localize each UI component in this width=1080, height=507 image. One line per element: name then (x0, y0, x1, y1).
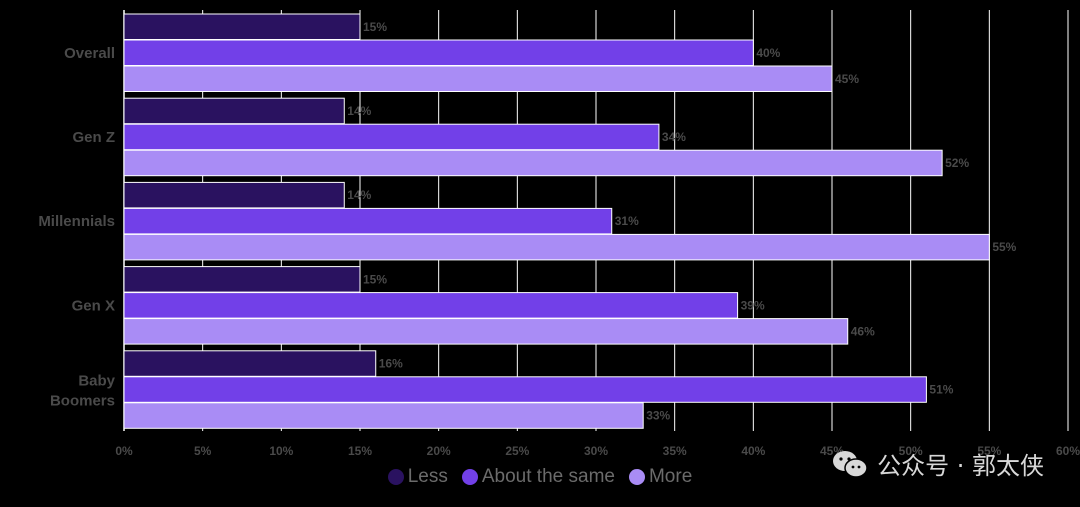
legend-item-about-the-same: About the same (461, 466, 615, 488)
data-label-overall-less: 15% (363, 20, 387, 34)
legend-swatch-less (387, 469, 404, 485)
data-label-overall-more: 45% (835, 72, 859, 86)
category-label-overall: Overall (64, 45, 115, 62)
x-tick-label-20: 20% (427, 444, 451, 458)
x-tick-label-60: 60% (1056, 444, 1080, 458)
watermark: 公众号 · 郭太侠 (831, 446, 1044, 481)
category-label-gen-z: Gen Z (72, 129, 115, 146)
bar-gen-x-less (123, 266, 361, 293)
x-tick-label-50: 50% (899, 444, 923, 458)
legend-swatch-more (628, 469, 645, 485)
data-label-gen-z-more: 52% (945, 156, 969, 170)
category-label-baby-boomers: Baby Boomers (50, 373, 116, 410)
bar-gen-z-about-the-same (123, 123, 660, 151)
bar-overall-less (123, 13, 361, 40)
data-label-millennials-less: 14% (347, 188, 371, 202)
legend-label-about-the-same: About the same (481, 466, 615, 487)
data-label-gen-x-less: 15% (363, 272, 387, 286)
data-label-baby-boomers-less: 16% (379, 357, 403, 371)
bar-gen-x-about-the-same (123, 292, 739, 319)
data-label-baby-boomers-about-the-same: 51% (929, 383, 953, 397)
legend-item-more: More (628, 466, 693, 488)
bars: 15% 40% 45% 14% 34% 52% 14% 31% 55% 15% 39% 46% 16% 5… (123, 13, 1017, 429)
x-tick-label-55: 55% (977, 444, 1001, 458)
bar-chart: 15% 40% 45% 14% 34% 52% 14% 31% 55% 15% 39% 46% 16% 5… (38, 10, 1080, 458)
bar-millennials-about-the-same (123, 207, 613, 235)
data-label-gen-z-less: 14% (347, 104, 371, 118)
wechat-icon (833, 450, 868, 478)
bar-baby-boomers-more (123, 402, 644, 429)
data-label-overall-about-the-same: 40% (756, 46, 780, 60)
data-label-gen-x-more: 46% (851, 324, 875, 338)
x-tick-label-5: 5% (194, 444, 212, 458)
x-tick-label-10: 10% (269, 444, 293, 458)
bar-millennials-less (123, 181, 345, 209)
watermark-text: 公众号 · 郭太侠 (877, 452, 1044, 480)
x-tick-label-40: 40% (741, 444, 765, 458)
x-tick-label-25: 25% (505, 444, 529, 458)
x-tick-label-30: 30% (584, 444, 608, 458)
category-labels: Overall Gen Z Millennials Gen X Baby Boomers (38, 45, 115, 410)
bar-overall-more (123, 65, 833, 92)
bar-millennials-more (123, 233, 990, 261)
category-label-millennials: Millennials (38, 213, 115, 230)
bar-gen-z-more (123, 149, 943, 177)
x-tick-label-35: 35% (663, 444, 687, 458)
bar-baby-boomers-less (123, 350, 377, 377)
legend-label-more: More (648, 466, 693, 487)
data-label-millennials-more: 55% (992, 240, 1016, 254)
x-tick-label-15: 15% (348, 444, 372, 458)
bar-overall-about-the-same (123, 39, 754, 66)
bar-gen-z-less (123, 97, 345, 125)
data-label-gen-z-about-the-same: 34% (662, 130, 686, 144)
legend: Less About the same More (0, 466, 1080, 488)
x-tick-labels: 0% 5% 10% 15% 20% 25% 30% 35% 40% 45% 50% 55% 60% (115, 444, 1080, 458)
legend-item-less: Less (387, 466, 448, 488)
bar-gen-x-more (123, 318, 849, 345)
legend-swatch-about-the-same (461, 469, 478, 485)
x-tick-label-0: 0% (115, 444, 133, 458)
data-label-baby-boomers-more: 33% (646, 409, 670, 423)
bar-baby-boomers-about-the-same (123, 376, 927, 403)
data-label-millennials-about-the-same: 31% (615, 214, 639, 228)
legend-label-less: Less (407, 466, 448, 487)
category-label-gen-x: Gen X (72, 297, 115, 314)
data-label-gen-x-about-the-same: 39% (741, 298, 765, 312)
